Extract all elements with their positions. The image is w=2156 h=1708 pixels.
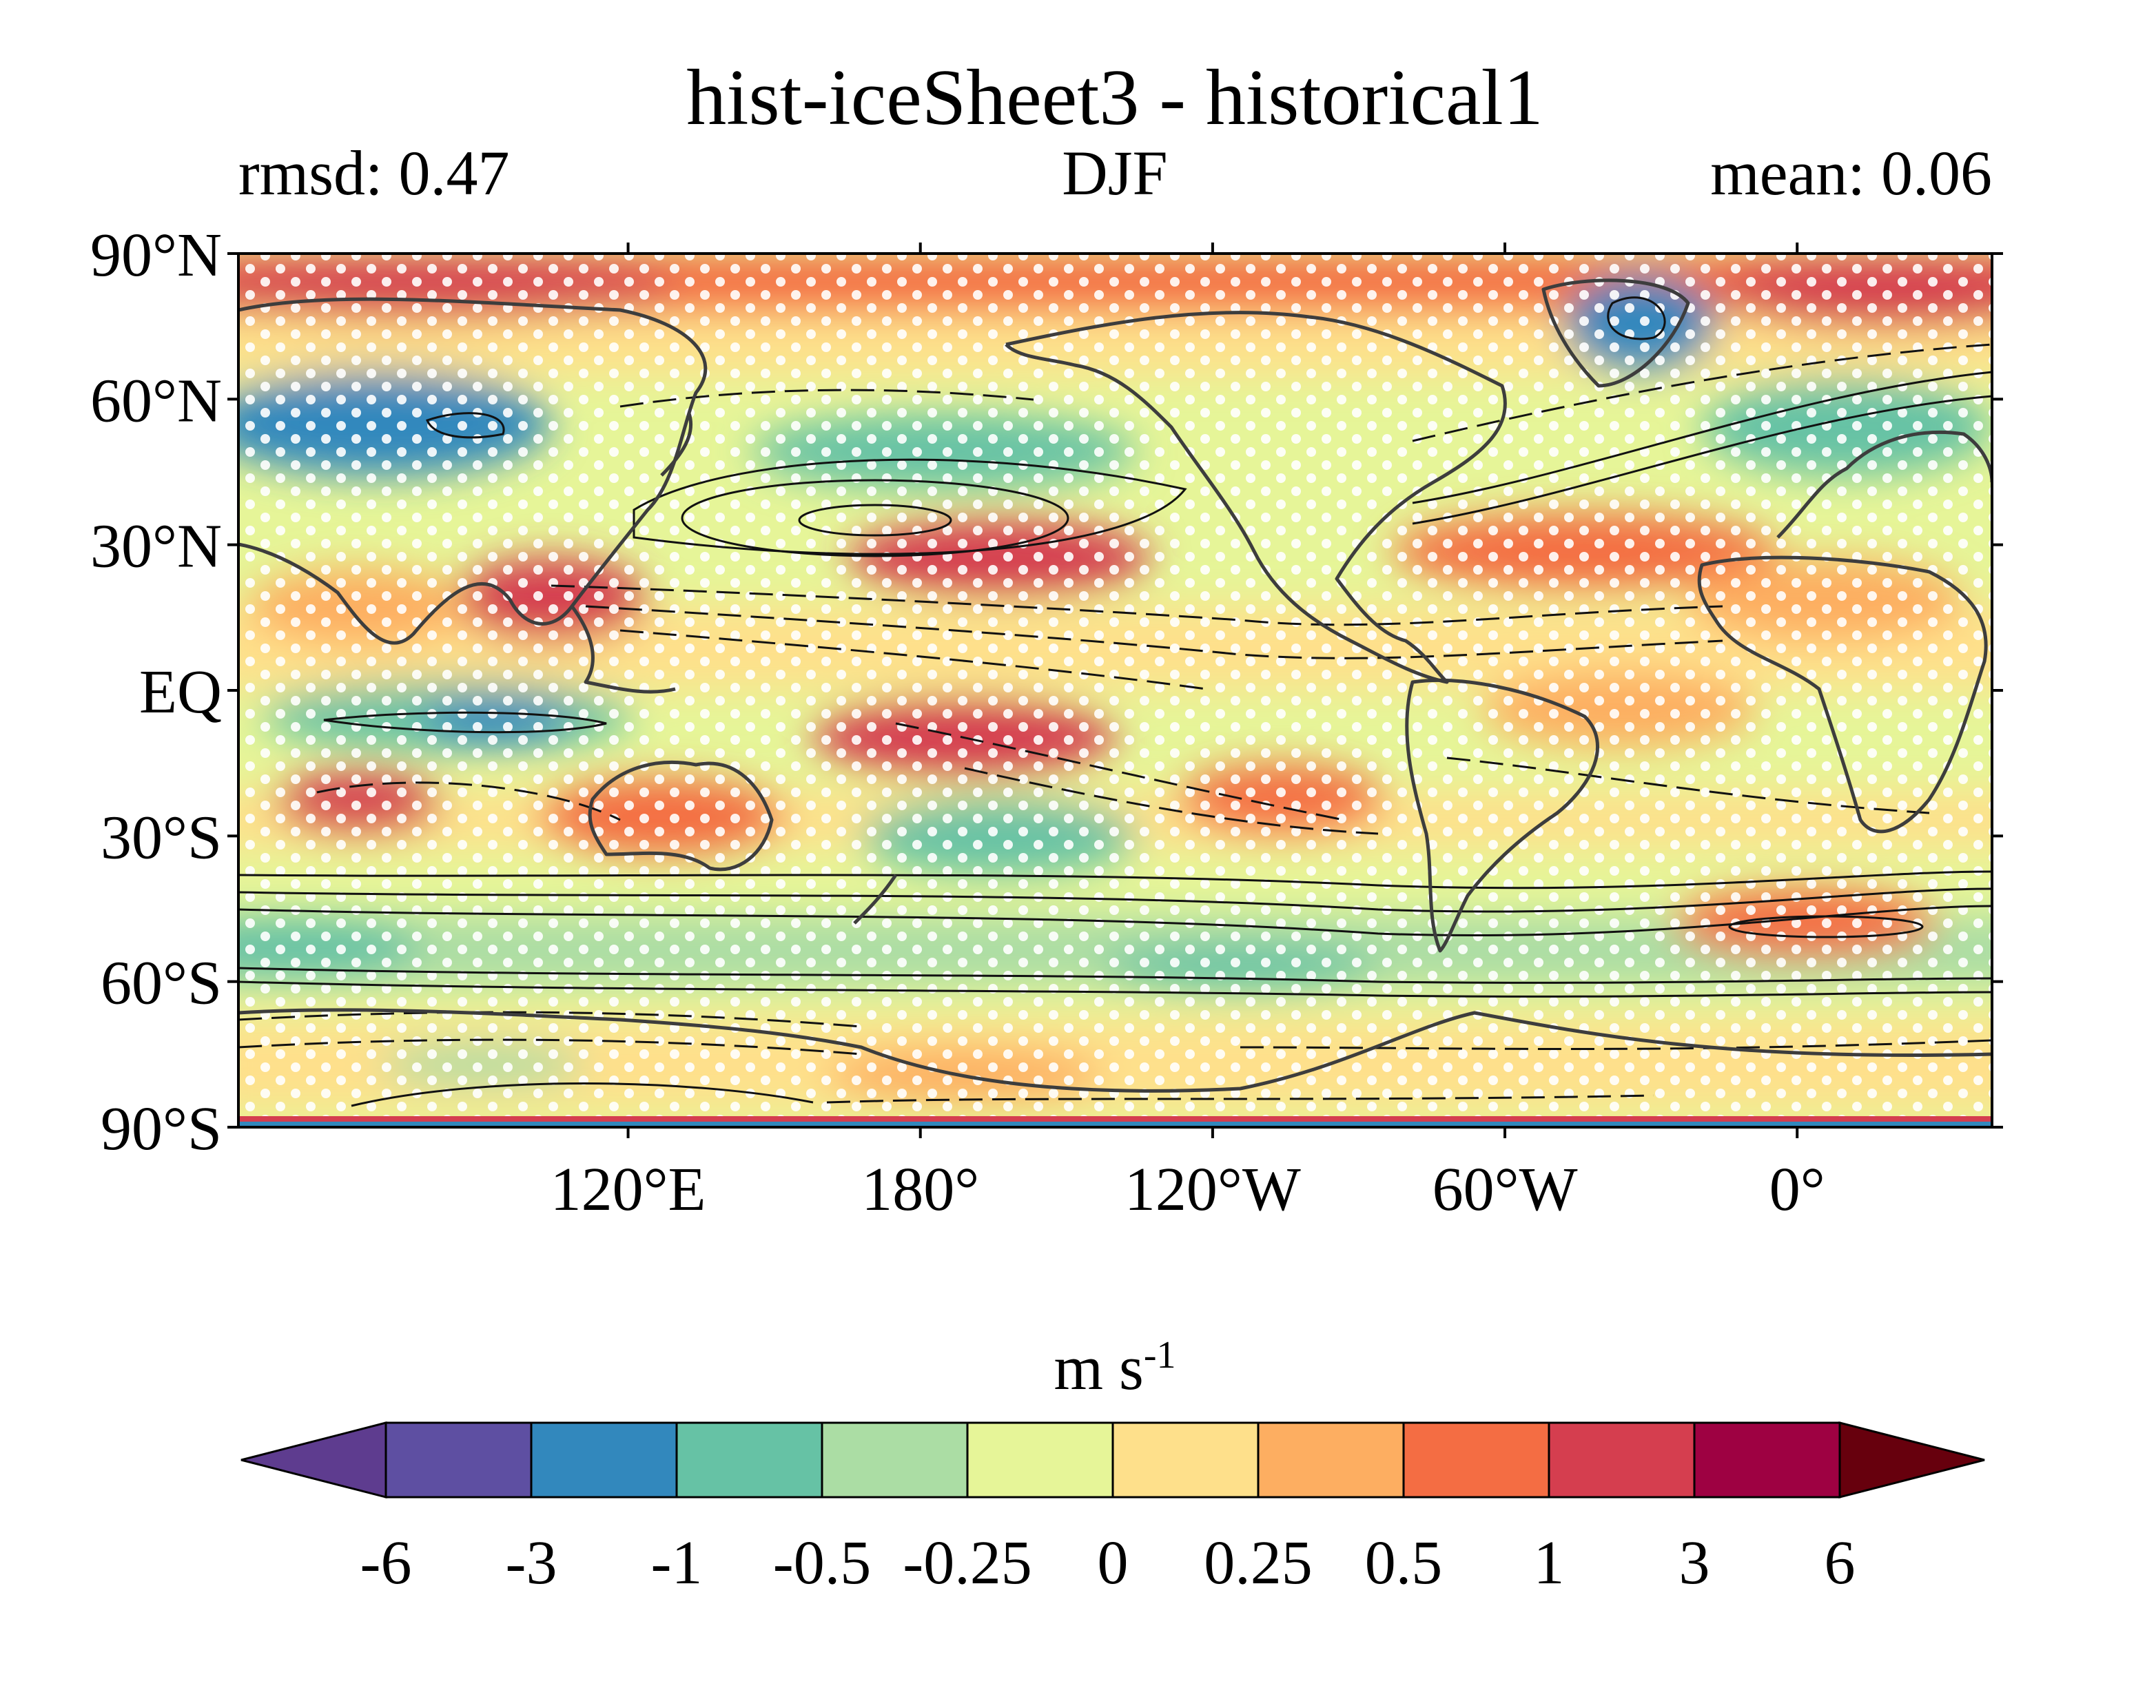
- colorbar-level-label: 6: [1825, 1529, 1856, 1597]
- contour-satl: [1446, 757, 1930, 814]
- colorbar-level-label: 0: [1098, 1529, 1129, 1597]
- contour-trop-easterly-3: [619, 629, 1207, 690]
- colorbar-level-label: 0.5: [1365, 1529, 1443, 1597]
- colorbar-unit: m s-1: [1054, 1333, 1175, 1403]
- colorbar-swatch: [821, 1421, 969, 1499]
- coast-australia: [588, 761, 774, 872]
- contour-so-5: [238, 980, 1992, 998]
- lat-tick-label: 90°S: [101, 1095, 222, 1163]
- lat-axis: 90°N 60°N 30°N EQ 30°S 60°S 90°S: [90, 221, 2003, 1163]
- colorbar-swatch: [530, 1421, 678, 1499]
- colorbar-level-label: 0.25: [1204, 1529, 1313, 1597]
- lat-tick-label: EQ: [139, 658, 222, 726]
- rmsd-label: rmsd: 0.47: [238, 138, 510, 208]
- colorbar-swatch: [675, 1421, 823, 1499]
- colorbar-level-label: -0.5: [773, 1529, 871, 1597]
- coast-antarctica: [238, 1008, 1992, 1093]
- lat-tick-label: 60°N: [90, 367, 222, 435]
- contour-antarctic-2: [238, 1038, 862, 1056]
- colorbar-level-label: -1: [651, 1529, 703, 1597]
- lon-tick-label: 120°E: [551, 1155, 706, 1224]
- coast-se-asia: [570, 605, 676, 694]
- colorbar-labels: -6 -3 -1 -0.5 -0.25 0 0.25 0.5 1 3 6: [360, 1529, 1856, 1597]
- contour-spac-2: [964, 767, 1379, 835]
- map-title: hist-iceSheet3 - historical1: [686, 54, 1543, 142]
- lon-tick-label: 0°: [1769, 1155, 1825, 1224]
- colorbar-under-triangle: [240, 1421, 387, 1499]
- coast-eurasia: [238, 297, 708, 645]
- lat-tick-label: 30°N: [90, 513, 222, 581]
- colorbar-level-label: -3: [506, 1529, 557, 1597]
- coast-new-zealand: [853, 874, 898, 925]
- contour-indian-0: [323, 711, 607, 734]
- colorbar-over-triangle: [1838, 1421, 1985, 1499]
- lat-tick-label: 90°N: [90, 221, 222, 289]
- contour-sindian: [316, 781, 621, 821]
- colorbar-swatch: [1402, 1421, 1550, 1499]
- contour-trop-easterly-2: [585, 605, 1723, 659]
- contour-so-1: [238, 870, 1992, 889]
- contour-npac-jet-outer: [633, 458, 1187, 555]
- mean-label: mean: 0.06: [1710, 138, 1992, 208]
- contour-so-2: [238, 887, 1992, 913]
- colorbar-swatch: [384, 1421, 533, 1499]
- coast-south-america: [1405, 678, 1599, 953]
- coast-japan: [660, 413, 693, 477]
- contour-nh-high-2: [1412, 343, 1992, 442]
- contours-positive: [238, 296, 1992, 1107]
- coast-africa: [1697, 555, 1988, 834]
- contour-spac-1: [895, 722, 1344, 821]
- colorbar: [240, 1421, 1985, 1499]
- colorbar-swatch: [1111, 1421, 1260, 1499]
- unit-base: m s: [1054, 1333, 1143, 1403]
- contour-antarctic: [351, 1082, 814, 1107]
- contour-antarctic-3: [1240, 1039, 1992, 1050]
- lat-tick-label: 60°S: [101, 949, 222, 1018]
- colorbar-swatch: [1693, 1421, 1841, 1499]
- anomaly-field: [238, 254, 1992, 1127]
- colorbar-swatch: [1548, 1421, 1696, 1499]
- coastlines: [238, 278, 1992, 1093]
- unit-exponent: -1: [1144, 1334, 1176, 1377]
- contour-npac-jet-inner: [798, 504, 952, 537]
- contour-nh-high-1: [619, 389, 1034, 408]
- lon-axis: 120°E 180° 120°W 60°W 0°: [551, 243, 1825, 1224]
- contour-siberia: [426, 412, 505, 439]
- colorbar-level-label: 3: [1679, 1529, 1710, 1597]
- contour-greenland: [1607, 296, 1666, 340]
- lon-tick-label: 60°W: [1433, 1155, 1578, 1224]
- colorbar-level-label: 1: [1534, 1529, 1565, 1597]
- colorbar-swatch: [1257, 1421, 1405, 1499]
- south-pole-strip-blue: [238, 1122, 1992, 1127]
- south-pole-strip-red: [238, 1116, 1992, 1122]
- colorbar-swatch: [966, 1421, 1114, 1499]
- coast-europe: [1776, 431, 1992, 539]
- colorbar-level-label: -0.25: [903, 1529, 1031, 1597]
- coast-north-america: [1005, 311, 1507, 684]
- coast-greenland: [1541, 278, 1690, 388]
- lat-tick-label: 30°S: [101, 803, 222, 872]
- contour-natl-jet: [1412, 395, 1992, 525]
- contour-antarctic-4: [826, 1094, 1654, 1104]
- contour-trop-easterly-1: [551, 584, 1723, 626]
- contour-so-4: [238, 967, 1992, 984]
- lon-tick-label: 120°W: [1125, 1155, 1301, 1224]
- contour-s-atl: [1728, 915, 1924, 938]
- contour-so-3: [238, 905, 1992, 937]
- contour-antarctic-1: [238, 1011, 862, 1028]
- lon-tick-label: 180°: [861, 1155, 979, 1224]
- contour-npac-jet-mid: [681, 479, 1069, 557]
- season-label: DJF: [1062, 138, 1167, 208]
- contours-negative: [238, 343, 1992, 1104]
- contour-natl-jet-2: [1412, 371, 1992, 504]
- colorbar-level-label: -6: [360, 1529, 412, 1597]
